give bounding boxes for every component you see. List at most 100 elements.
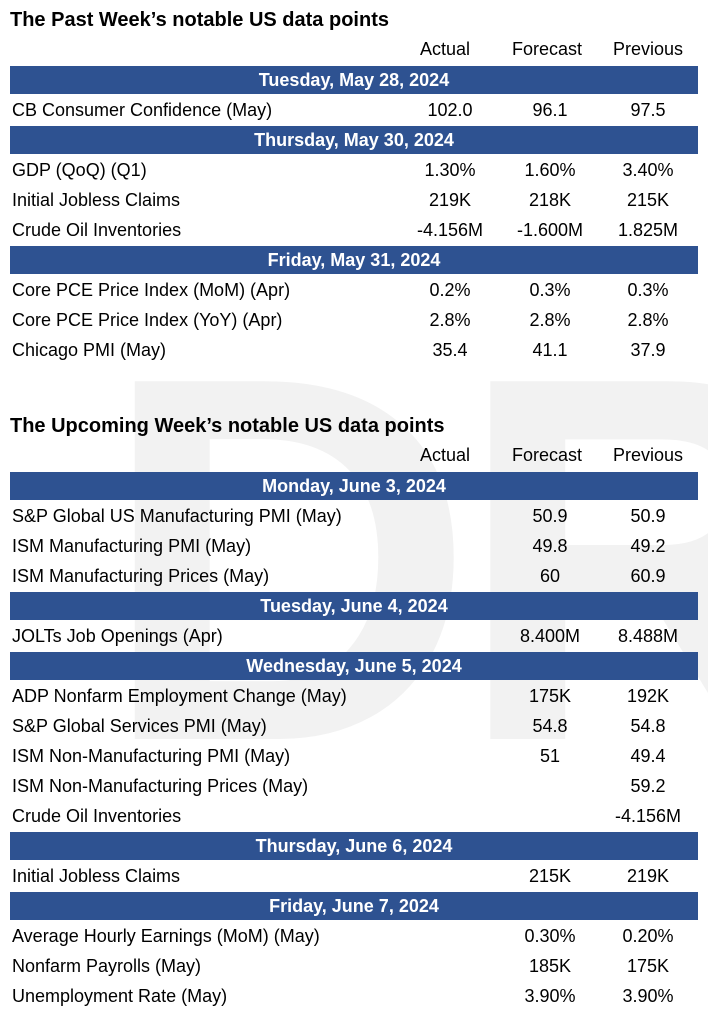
table-row: Initial Jobless Claims 219K 218K 215K (10, 185, 698, 215)
forecast-value: 54.8 (532, 716, 568, 736)
indicator-name: CB Consumer Confidence (May) (12, 100, 273, 120)
previous-value: 192K (626, 686, 670, 706)
forecast-value: 50.9 (532, 506, 568, 526)
actual-value: -4.156M (416, 220, 484, 240)
table-row: S&P Global Services PMI (May) 54.8 54.8 (10, 711, 698, 741)
date-band: Tuesday, June 4, 2024 (10, 592, 698, 620)
previous-value: 60.9 (630, 566, 666, 586)
table-row: JOLTs Job Openings (Apr) 8.400M 8.488M (10, 621, 698, 651)
indicator-name: GDP (QoQ) (Q1) (12, 160, 147, 180)
table-row: Chicago PMI (May) 35.4 41.1 37.9 (10, 335, 698, 365)
indicator-name: Initial Jobless Claims (12, 866, 181, 886)
indicator-name: Average Hourly Earnings (MoM) (May) (12, 926, 320, 946)
previous-value: 3.90% (622, 986, 674, 1006)
forecast-value: -1.600M (516, 220, 584, 240)
forecast-value: 41.1 (532, 340, 568, 360)
forecast-value: 215K (528, 866, 572, 886)
forecast-value: 96.1 (532, 100, 568, 120)
table-row: Unemployment Rate (May) 3.90% 3.90% (10, 981, 698, 1011)
table-row: ISM Non-Manufacturing Prices (May) 59.2 (10, 771, 698, 801)
indicator-name: Core PCE Price Index (MoM) (Apr) (12, 280, 291, 300)
indicator-name: Chicago PMI (May) (12, 340, 167, 360)
date-band: Thursday, June 6, 2024 (10, 832, 698, 860)
actual-value: 102.0 (427, 100, 473, 120)
forecast-value: 1.60% (524, 160, 576, 180)
forecast-header: Forecast (511, 445, 583, 465)
past-week-section: The Past Week’s notable US data points A… (10, 5, 698, 365)
table-row: Initial Jobless Claims 215K 219K (10, 861, 698, 891)
previous-value: 2.8% (627, 310, 669, 330)
date-band: Wednesday, June 5, 2024 (10, 652, 698, 680)
indicator-name: ADP Nonfarm Employment Change (May) (12, 686, 347, 706)
indicator-name: ISM Non-Manufacturing PMI (May) (12, 746, 291, 766)
indicator-name: Unemployment Rate (May) (12, 986, 228, 1006)
forecast-value: 8.400M (519, 626, 581, 646)
actual-value: 219K (428, 190, 472, 210)
indicator-name: Core PCE Price Index (YoY) (Apr) (12, 310, 283, 330)
forecast-value: 0.30% (524, 926, 576, 946)
data-table: Tuesday, May 28, 2024 CB Consumer Confide… (10, 66, 698, 365)
indicator-name: Nonfarm Payrolls (May) (12, 956, 202, 976)
forecast-value: 175K (528, 686, 572, 706)
actual-value: 0.2% (429, 280, 471, 300)
table-row: ADP Nonfarm Employment Change (May) 175K 1… (10, 681, 698, 711)
table-row: GDP (QoQ) (Q1) 1.30% 1.60% 3.40% (10, 155, 698, 185)
forecast-value: 0.3% (529, 280, 571, 300)
previous-value: 219K (626, 866, 670, 886)
table-row: Core PCE Price Index (MoM) (Apr) 0.2% 0.3%… (10, 275, 698, 305)
previous-value: 97.5 (630, 100, 666, 120)
previous-value: 0.3% (627, 280, 669, 300)
forecast-value: 60 (539, 566, 561, 586)
previous-value: 54.8 (630, 716, 666, 736)
column-headers: Actual Forecast Previous (10, 441, 698, 471)
previous-value: 50.9 (630, 506, 666, 526)
previous-value: 37.9 (630, 340, 666, 360)
actual-header: Actual (419, 445, 471, 465)
indicator-name: ISM Manufacturing PMI (May) (12, 536, 252, 556)
data-table: Monday, June 3, 2024 S&P Global US Manufa… (10, 472, 698, 1011)
indicator-name: S&P Global Services PMI (May) (12, 716, 267, 736)
previous-value: 8.488M (617, 626, 679, 646)
indicator-name: JOLTs Job Openings (Apr) (12, 626, 223, 646)
indicator-name: Crude Oil Inventories (12, 220, 182, 240)
table-row: Crude Oil Inventories -4.156M -1.600M 1.825… (10, 215, 698, 245)
table-row: ISM Non-Manufacturing PMI (May) 51 49.4 (10, 741, 698, 771)
table-row: ISM Manufacturing PMI (May) 49.8 49.2 (10, 531, 698, 561)
previous-value: 0.20% (622, 926, 674, 946)
column-headers: Actual Forecast Previous (10, 35, 698, 65)
date-band: Thursday, May 30, 2024 (10, 126, 698, 154)
indicator-name: ISM Non-Manufacturing Prices (May) (12, 776, 309, 796)
previous-value: 3.40% (622, 160, 674, 180)
actual-value: 35.4 (432, 340, 468, 360)
forecast-value: 2.8% (529, 310, 571, 330)
previous-header: Previous (612, 445, 684, 465)
forecast-header: Forecast (511, 39, 583, 59)
previous-header: Previous (612, 39, 684, 59)
table-row: ISM Manufacturing Prices (May) 60 60.9 (10, 561, 698, 591)
previous-value: -4.156M (614, 806, 682, 826)
date-band: Tuesday, May 28, 2024 (10, 66, 698, 94)
previous-value: 215K (626, 190, 670, 210)
previous-value: 59.2 (630, 776, 666, 796)
actual-value: 1.30% (424, 160, 476, 180)
forecast-value: 49.8 (532, 536, 568, 556)
actual-header: Actual (419, 39, 471, 59)
forecast-value: 218K (528, 190, 572, 210)
indicator-name: Initial Jobless Claims (12, 190, 181, 210)
table-row: Core PCE Price Index (YoY) (Apr) 2.8% 2.8%… (10, 305, 698, 335)
upcoming-week-section: The Upcoming Week’s notable US data poin… (10, 411, 698, 1011)
previous-value: 1.825M (617, 220, 679, 240)
forecast-value: 3.90% (524, 986, 576, 1006)
previous-value: 49.4 (630, 746, 666, 766)
table-row: S&P Global US Manufacturing PMI (May) 50.… (10, 501, 698, 531)
section-title: The Upcoming Week’s notable US data poin… (10, 415, 445, 437)
actual-value: 2.8% (429, 310, 471, 330)
date-band: Friday, June 7, 2024 (10, 892, 698, 920)
forecast-value: 51 (539, 746, 561, 766)
forecast-value: 185K (528, 956, 572, 976)
date-band: Monday, June 3, 2024 (10, 472, 698, 500)
date-band: Friday, May 31, 2024 (10, 246, 698, 274)
section-title: The Past Week’s notable US data points (10, 9, 389, 31)
indicator-name: Crude Oil Inventories (12, 806, 182, 826)
table-row: CB Consumer Confidence (May) 102.0 96.1 97.… (10, 95, 698, 125)
